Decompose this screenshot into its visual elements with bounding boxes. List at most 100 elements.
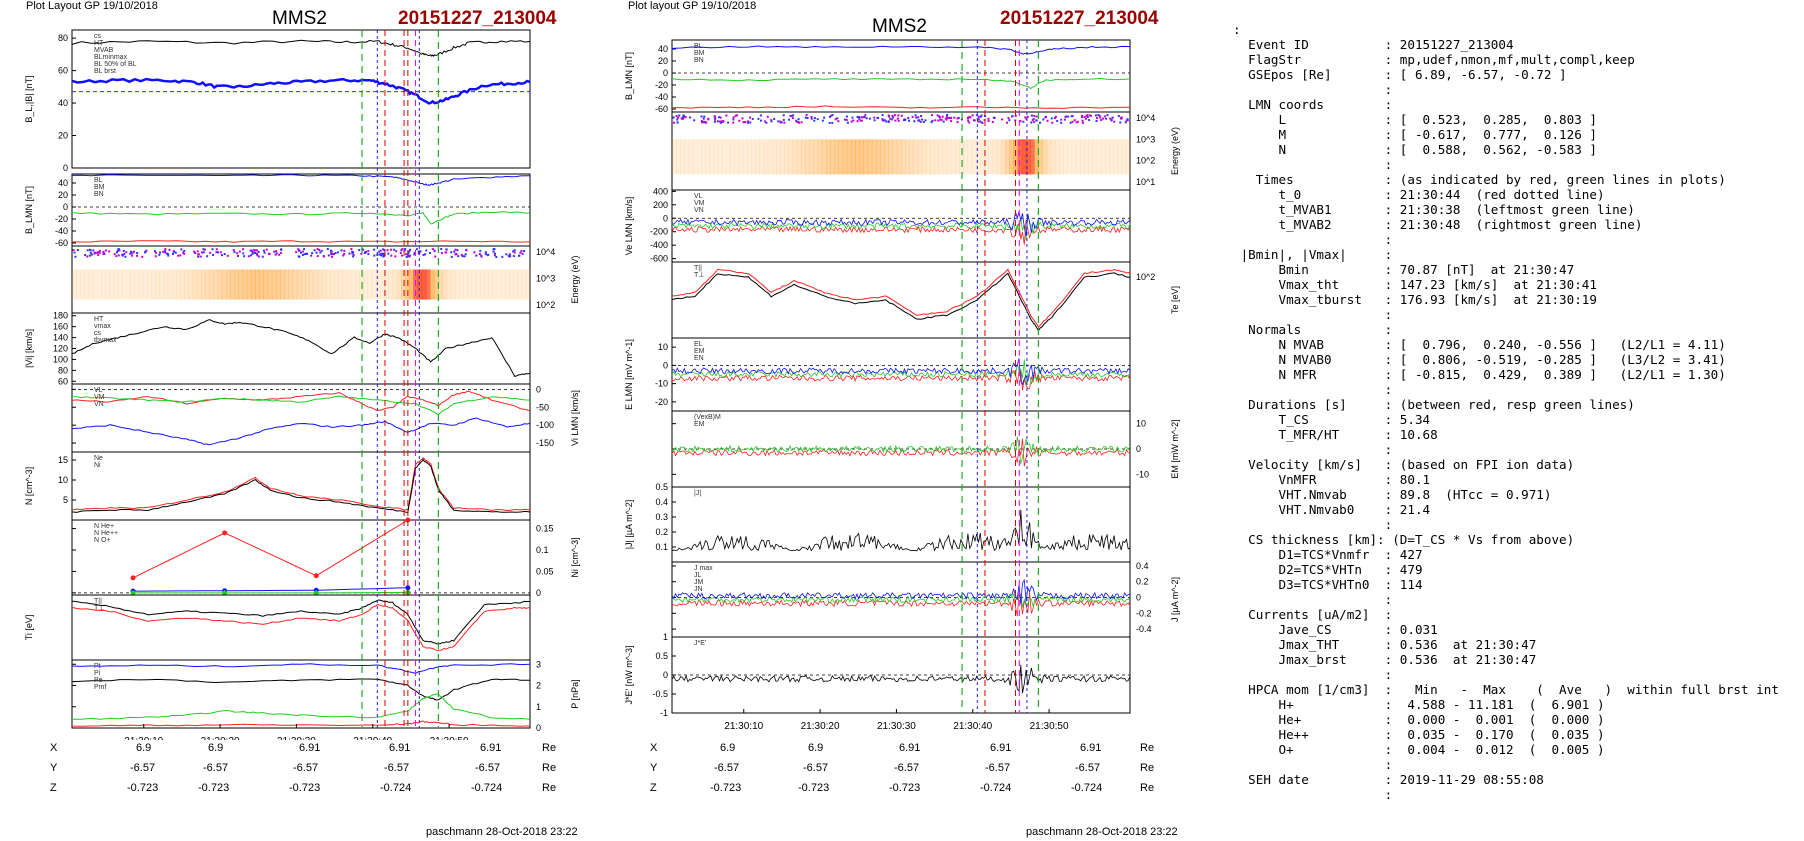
- spectrogram-noise: [902, 119, 905, 122]
- spectrogram-noise: [164, 251, 167, 254]
- spectrogram-noise: [858, 117, 861, 120]
- spectrogram-noise: [1126, 119, 1129, 122]
- spectrogram-noise: [868, 117, 871, 120]
- spectrogram-noise: [777, 120, 780, 123]
- data-point: [130, 575, 136, 581]
- orbit-value: -6.57: [384, 762, 410, 774]
- spectrogram-noise: [117, 254, 120, 257]
- spectrogram-cell: [967, 139, 973, 175]
- series-line: [71, 319, 531, 377]
- spectrogram-noise: [456, 249, 459, 252]
- spectrogram-noise: [453, 250, 456, 253]
- spectrogram-cell: [734, 139, 740, 175]
- spectrogram-noise: [454, 248, 457, 251]
- spectrogram-cell: [255, 269, 260, 300]
- spectrogram-noise: [326, 248, 329, 251]
- spectrogram-cell: [263, 269, 269, 300]
- spectrogram-noise: [331, 255, 334, 258]
- spectrogram-cell: [284, 269, 290, 300]
- spectrogram-noise: [1031, 119, 1034, 122]
- panel-tick-label: 180: [53, 311, 68, 321]
- spectrogram-cell: [251, 269, 256, 300]
- legend-entry: MVAB: [94, 47, 114, 54]
- spectrogram-noise: [725, 114, 728, 117]
- spectrogram-noise: [254, 249, 257, 252]
- orbit-value: -6.57: [714, 762, 740, 774]
- spectrogram-noise: [492, 248, 495, 251]
- panel-ylabel: J*E' [nW m^-3]: [624, 646, 634, 705]
- spectrogram-noise: [749, 116, 752, 119]
- spectrogram-noise: [297, 248, 300, 251]
- spectrogram-noise: [766, 115, 769, 118]
- spectrogram-noise: [315, 251, 318, 254]
- spectrogram-noise: [897, 114, 900, 117]
- spectrogram-noise: [977, 118, 980, 121]
- series-line: [71, 603, 531, 651]
- spectrogram-cell: [863, 139, 869, 175]
- spectrogram-noise: [1105, 117, 1108, 120]
- spectrogram-noise: [256, 249, 259, 252]
- spectrogram-cell: [380, 269, 385, 300]
- spectrogram-noise: [783, 121, 786, 124]
- spectrogram-noise: [464, 253, 467, 256]
- spectrogram-noise: [89, 251, 92, 254]
- spectrogram-noise: [393, 248, 396, 251]
- spectrogram-noise: [343, 249, 346, 252]
- spectrogram-noise: [1110, 118, 1113, 121]
- legend-entry: EL: [694, 341, 703, 348]
- spectrogram-noise: [747, 120, 750, 123]
- spectrogram-noise: [123, 252, 126, 255]
- spectrogram-noise: [672, 116, 675, 119]
- summary-line: VnMFR : 80.1: [1233, 472, 1431, 487]
- spectrogram-noise: [275, 252, 278, 255]
- spectrogram-cell: [676, 139, 681, 175]
- x-tick-label: 21:30:10: [724, 721, 763, 732]
- summary-line: T_CS : 5.34: [1233, 412, 1431, 427]
- spectrogram-noise: [953, 116, 956, 119]
- spectrogram-cell: [430, 269, 435, 300]
- panel-ylabel: Ve LMN [km/s]: [624, 197, 634, 256]
- spectrogram-noise: [158, 253, 161, 256]
- panel-frame: [671, 486, 1131, 563]
- spectrogram-noise: [700, 120, 703, 123]
- spectrogram-cell: [117, 269, 123, 300]
- spectrogram-noise: [845, 115, 848, 118]
- spectrogram-noise: [904, 118, 907, 121]
- data-point: [222, 590, 228, 596]
- panel-tick-label: 0.4: [655, 497, 668, 507]
- orbit-value: -0.724: [980, 782, 1012, 794]
- spectrogram-noise: [378, 250, 381, 253]
- legend-entry: BM: [694, 50, 705, 57]
- spectrogram-noise: [796, 121, 799, 124]
- spectrogram-noise: [1035, 119, 1038, 122]
- summary-line: He++ : 0.035 - 0.170 ( 0.035 ): [1233, 727, 1605, 742]
- spectrogram-noise: [352, 255, 355, 258]
- spectrogram-cell: [726, 139, 731, 175]
- spectrogram-cell: [155, 269, 160, 300]
- spectrogram-noise: [319, 251, 322, 254]
- spectrogram-noise: [252, 251, 255, 254]
- spectrogram-noise: [1035, 115, 1038, 118]
- spectrogram-noise: [914, 114, 917, 117]
- spectrogram-noise: [980, 114, 983, 117]
- spectrogram-cell: [201, 269, 206, 300]
- spectrogram-noise: [74, 255, 77, 258]
- panel-tick-label: -40: [55, 226, 68, 236]
- spectrogram-noise: [487, 253, 490, 256]
- spectrogram-noise: [273, 250, 276, 253]
- spectrogram-cell: [142, 269, 148, 300]
- spectrogram-cell: [325, 269, 331, 300]
- series-line: [671, 77, 1131, 90]
- spectrogram-noise: [861, 116, 864, 119]
- legend-entry: cs: [94, 33, 102, 40]
- summary-line: t_MVAB1 : 21:30:38 (leftmost green line): [1233, 202, 1635, 217]
- spectrogram-noise: [96, 251, 99, 254]
- spectrogram-noise: [320, 249, 323, 252]
- spectrogram-noise: [759, 114, 762, 117]
- spectrogram-cell: [713, 139, 719, 175]
- spectrogram-noise: [800, 121, 803, 124]
- panel-ylabel: B_LMN [nT]: [24, 186, 34, 234]
- spectrogram-noise: [681, 117, 684, 120]
- spectrogram-noise: [1120, 116, 1123, 119]
- legend-entry: Pt: [94, 663, 101, 670]
